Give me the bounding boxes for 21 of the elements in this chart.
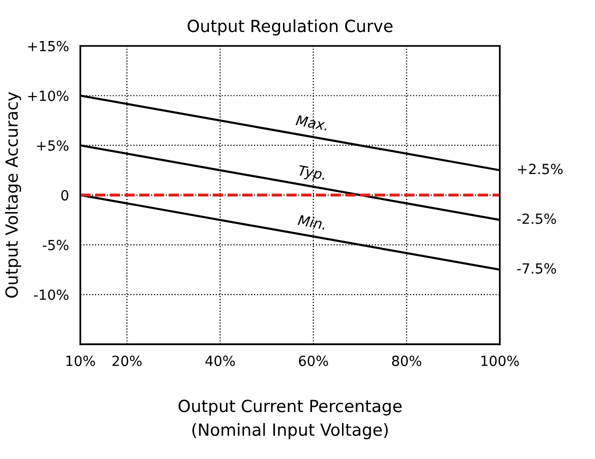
x-tick-label: 60% — [298, 356, 328, 366]
x-tick-label: 100% — [481, 356, 519, 366]
x-tick-label: 80% — [392, 356, 422, 366]
y-tick-label: +5% — [37, 140, 68, 151]
chart-title: Output Regulation Curve — [188, 19, 393, 36]
text: Max. — [296, 115, 328, 131]
y-tick-label: -10% — [34, 289, 68, 300]
y-tick-label: +10% — [28, 90, 68, 102]
x-tick-label: 10% — [66, 356, 95, 366]
x-tick-label: 40% — [205, 356, 235, 366]
text: Typ. — [297, 165, 326, 183]
x-axis-title: Output Current Percentage (Nominal Input Voltage) — [178, 400, 402, 440]
y-tick-label: -5% — [42, 240, 68, 250]
text: -2.5% — [517, 213, 556, 224]
y-tick-label: +15% — [28, 40, 68, 52]
x-tick-label: 20% — [112, 356, 142, 366]
y-axis-title: Output Voltage Accuracy — [5, 92, 22, 298]
text: -7.5% — [517, 263, 556, 274]
text: Min. — [298, 214, 326, 230]
text: +2.5% — [518, 164, 563, 174]
y-tick-label: 0 — [61, 190, 68, 201]
